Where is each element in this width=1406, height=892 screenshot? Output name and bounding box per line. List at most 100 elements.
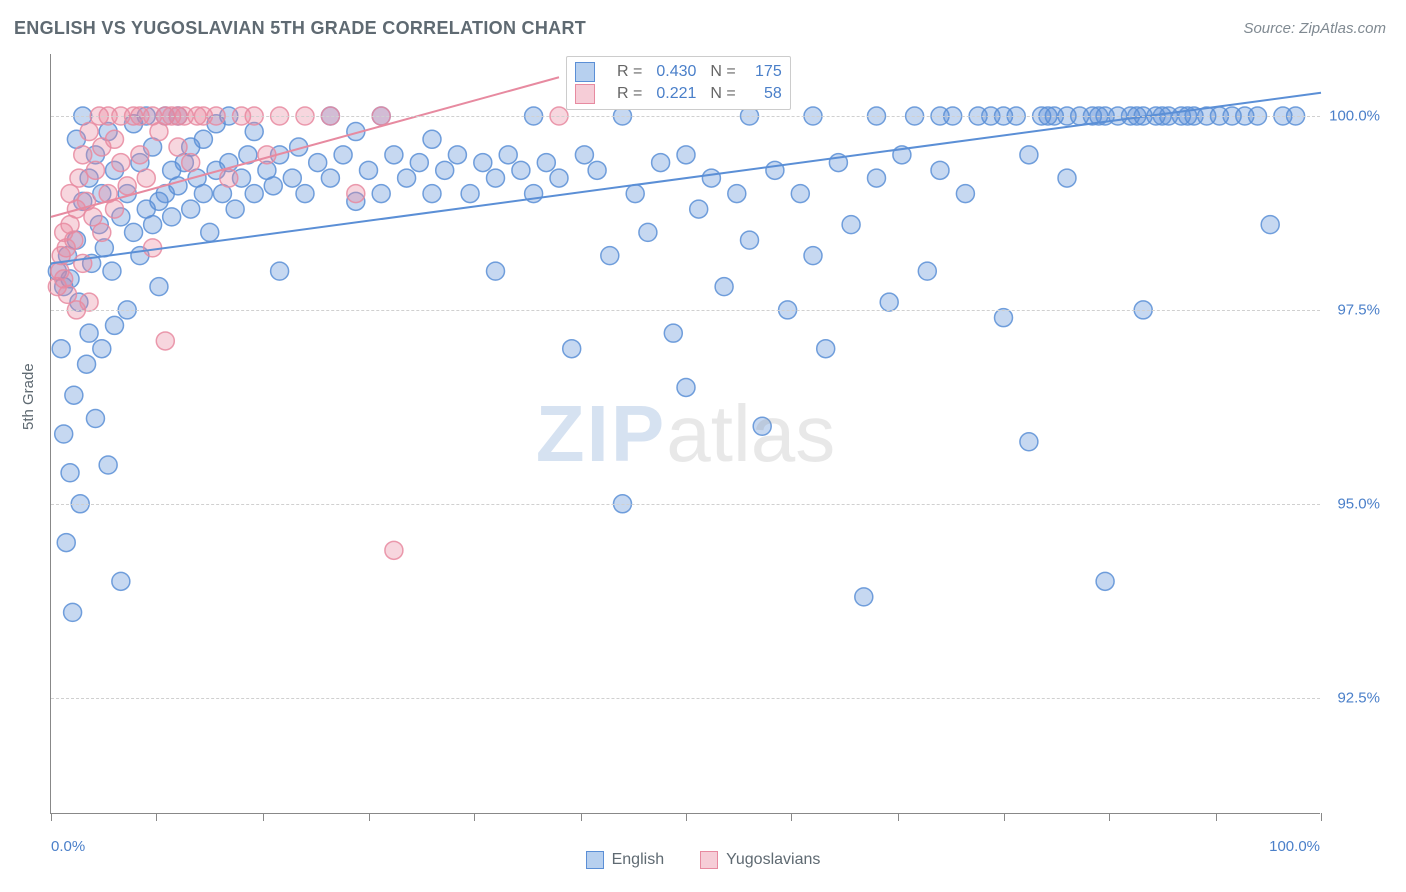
n-label: N = xyxy=(710,63,735,81)
scatter-point xyxy=(65,386,83,404)
scatter-point xyxy=(201,223,219,241)
scatter-point xyxy=(99,456,117,474)
gridline-h xyxy=(51,310,1320,311)
scatter-point xyxy=(817,340,835,358)
source-label: Source: ZipAtlas.com xyxy=(1243,20,1386,37)
xtick xyxy=(369,813,370,821)
scatter-point xyxy=(182,200,200,218)
series-swatch xyxy=(575,84,595,104)
xtick xyxy=(686,813,687,821)
scatter-point xyxy=(956,185,974,203)
chart-title: ENGLISH VS YUGOSLAVIAN 5TH GRADE CORRELA… xyxy=(14,18,586,39)
scatter-point xyxy=(283,169,301,187)
bottom-legend: English Yugoslavians xyxy=(0,851,1406,874)
scatter-point xyxy=(334,146,352,164)
scatter-point xyxy=(93,223,111,241)
xtick xyxy=(1216,813,1217,821)
scatter-point xyxy=(550,169,568,187)
scatter-point xyxy=(118,177,136,195)
scatter-point xyxy=(804,247,822,265)
scatter-point xyxy=(169,138,187,156)
xtick xyxy=(1004,813,1005,821)
n-value: 175 xyxy=(750,63,782,81)
scatter-point xyxy=(64,603,82,621)
scatter-point xyxy=(1020,146,1038,164)
scatter-point xyxy=(1261,216,1279,234)
xtick xyxy=(791,813,792,821)
scatter-point xyxy=(137,169,155,187)
scatter-point xyxy=(65,231,83,249)
scatter-point xyxy=(728,185,746,203)
scatter-point xyxy=(702,169,720,187)
scatter-point xyxy=(499,146,517,164)
gridline-h xyxy=(51,698,1320,699)
scatter-point xyxy=(182,154,200,172)
scatter-point xyxy=(264,177,282,195)
scatter-point xyxy=(55,425,73,443)
scatter-point xyxy=(423,130,441,148)
legend-item: English xyxy=(586,851,664,869)
scatter-point xyxy=(715,278,733,296)
scatter-point xyxy=(626,185,644,203)
scatter-point xyxy=(677,146,695,164)
scatter-point xyxy=(86,409,104,427)
xtick xyxy=(1321,813,1322,821)
scatter-point xyxy=(1058,169,1076,187)
ytick-label: 92.5% xyxy=(1337,689,1380,706)
r-label: R = xyxy=(617,85,642,103)
scatter-point xyxy=(995,309,1013,327)
xtick xyxy=(581,813,582,821)
scatter-point xyxy=(112,572,130,590)
scatter-point xyxy=(74,254,92,272)
scatter-point xyxy=(931,161,949,179)
xtick xyxy=(156,813,157,821)
xtick xyxy=(51,813,52,821)
scatter-point xyxy=(70,169,88,187)
scatter-point xyxy=(398,169,416,187)
gridline-h xyxy=(51,504,1320,505)
scatter-point xyxy=(80,123,98,141)
scatter-point xyxy=(448,146,466,164)
scatter-point xyxy=(74,146,92,164)
scatter-point xyxy=(461,185,479,203)
scatter-point xyxy=(842,216,860,234)
scatter-point xyxy=(1096,572,1114,590)
scatter-point xyxy=(309,154,327,172)
xtick xyxy=(263,813,264,821)
scatter-point xyxy=(868,169,886,187)
scatter-point xyxy=(125,223,143,241)
scatter-point xyxy=(639,223,657,241)
scatter-point xyxy=(385,146,403,164)
chart-container: ENGLISH VS YUGOSLAVIAN 5TH GRADE CORRELA… xyxy=(0,0,1406,892)
scatter-point xyxy=(741,231,759,249)
scatter-point xyxy=(880,293,898,311)
xtick xyxy=(898,813,899,821)
legend-item: Yugoslavians xyxy=(700,851,820,869)
ytick-label: 95.0% xyxy=(1337,495,1380,512)
scatter-point xyxy=(664,324,682,342)
scatter-point xyxy=(226,200,244,218)
scatter-point xyxy=(144,216,162,234)
r-label: R = xyxy=(617,63,642,81)
scatter-point xyxy=(156,332,174,350)
scatter-point xyxy=(194,185,212,203)
scatter-point xyxy=(601,247,619,265)
scatter-point xyxy=(753,417,771,435)
plot-area: ZIPatlas 92.5%95.0%97.5%100.0%0.0%100.0% xyxy=(50,54,1320,814)
scatter-point xyxy=(791,185,809,203)
scatter-point xyxy=(677,378,695,396)
scatter-point xyxy=(372,185,390,203)
scatter-point xyxy=(1020,433,1038,451)
scatter-point xyxy=(436,161,454,179)
scatter-point xyxy=(652,154,670,172)
scatter-point xyxy=(106,130,124,148)
scatter-point xyxy=(194,130,212,148)
scatter-point xyxy=(423,185,441,203)
legend-swatch xyxy=(700,851,718,869)
legend-label: Yugoslavians xyxy=(726,851,820,869)
scatter-point xyxy=(163,208,181,226)
scatter-point xyxy=(537,154,555,172)
scatter-point xyxy=(144,239,162,257)
xtick xyxy=(1109,813,1110,821)
xtick xyxy=(474,813,475,821)
